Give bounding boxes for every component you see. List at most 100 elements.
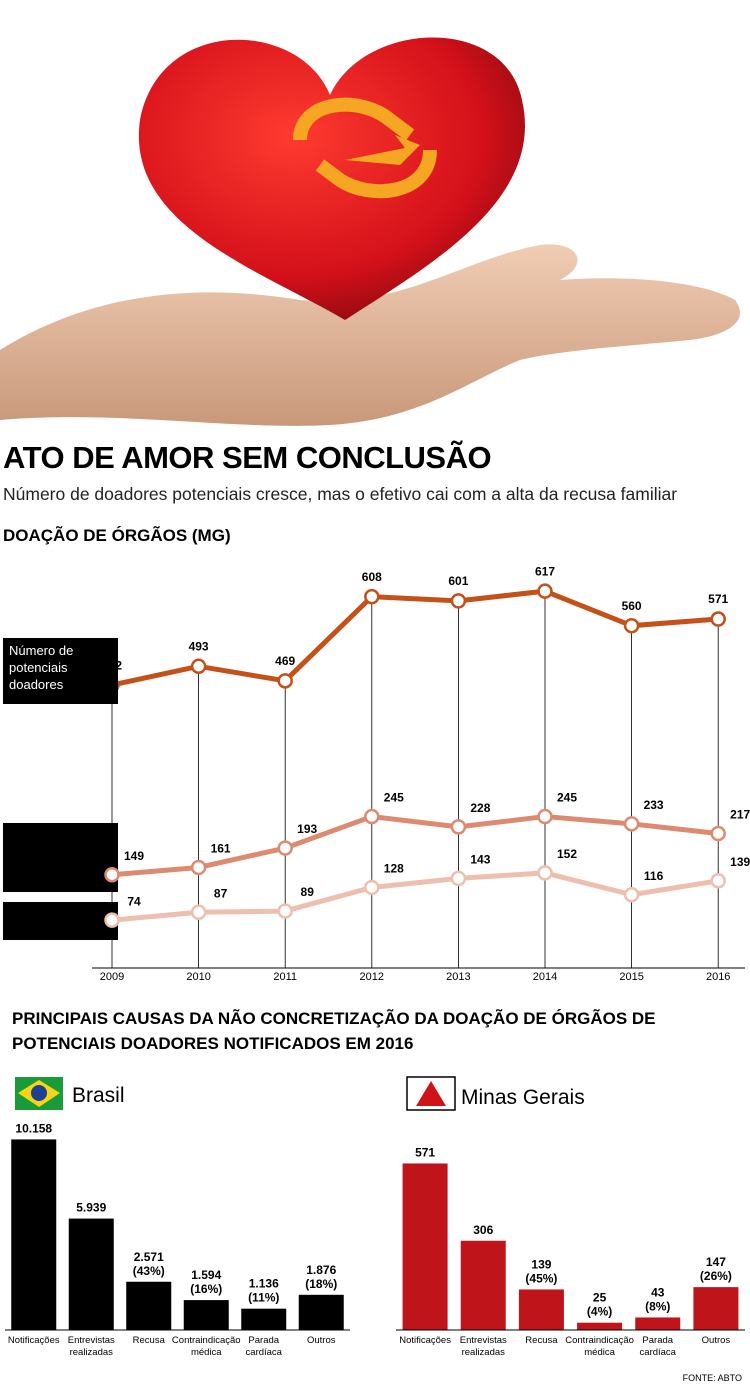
point xyxy=(277,903,293,919)
series-line xyxy=(111,870,719,923)
mg-flag xyxy=(406,1076,456,1111)
bar xyxy=(126,1281,172,1330)
chart-title: Minas Gerais xyxy=(461,1086,585,1109)
illustration xyxy=(0,37,740,426)
data-label: 571 xyxy=(708,592,728,606)
point xyxy=(710,825,726,842)
series-line xyxy=(111,588,719,688)
data-label: 1.594 (16%) xyxy=(190,1268,222,1296)
point xyxy=(623,617,640,634)
x-tick-label: 2016 xyxy=(706,971,730,983)
x-tick-label: Recusa xyxy=(133,1335,166,1346)
point xyxy=(623,886,640,903)
x-tick-label: Notificações xyxy=(399,1335,451,1346)
chart-title: DOAÇÃO DE ÓRGÃOS (MG) xyxy=(3,526,231,545)
data-label: 233 xyxy=(644,798,664,812)
x-tick-label: Contraindicação médica xyxy=(172,1335,241,1358)
data-label: 87 xyxy=(214,886,228,900)
data-label: 74 xyxy=(127,894,141,908)
bar xyxy=(11,1139,57,1330)
data-label: 617 xyxy=(535,564,555,578)
data-label: 149 xyxy=(124,849,144,863)
data-label: 1.876 (18%) xyxy=(305,1263,337,1291)
data-label: 306 xyxy=(473,1223,493,1237)
x-tick-label: Recusa xyxy=(525,1335,558,1346)
point xyxy=(537,865,553,881)
x-tick-label: Outros xyxy=(702,1335,731,1346)
legend-box xyxy=(3,823,118,940)
bar xyxy=(460,1240,506,1330)
point xyxy=(450,870,467,887)
x-tick-label: 2009 xyxy=(100,971,124,983)
data-label: 147 (26%) xyxy=(700,1255,732,1283)
data-label: 161 xyxy=(211,842,231,856)
x-tick-label: 2011 xyxy=(273,971,297,983)
point xyxy=(190,904,207,921)
bar xyxy=(518,1289,564,1330)
data-label: 43 (8%) xyxy=(645,1286,670,1314)
bar xyxy=(241,1308,287,1330)
data-label: 143 xyxy=(470,853,490,867)
source: FONTE: ABTO xyxy=(682,1373,742,1383)
data-label: 493 xyxy=(189,639,209,653)
title: ATO DE AMOR SEM CONCLUSÃO xyxy=(3,440,492,475)
point xyxy=(364,879,380,896)
x-tick-label: Contraindicação médica xyxy=(565,1335,634,1358)
x-tick-label: Entrevistas realizadas xyxy=(460,1335,507,1358)
data-label: 5.939 xyxy=(76,1201,106,1215)
x-tick-label: Parada cardíaca xyxy=(640,1335,677,1358)
data-label: 217 xyxy=(730,808,750,822)
point xyxy=(190,658,207,675)
x-tick-label: 2013 xyxy=(446,971,470,983)
data-label: 245 xyxy=(557,791,577,805)
point xyxy=(104,866,120,883)
data-label: 1.136 (11%) xyxy=(248,1277,279,1305)
point xyxy=(537,808,553,825)
point xyxy=(104,912,120,928)
x-tick-label: 2014 xyxy=(533,971,557,983)
data-label: 10.158 xyxy=(15,1122,52,1136)
data-label: 228 xyxy=(470,801,490,815)
point xyxy=(364,588,380,605)
data-label: 245 xyxy=(384,791,404,805)
bar xyxy=(183,1300,229,1330)
series-line xyxy=(111,814,719,878)
data-label: 608 xyxy=(362,570,382,584)
x-tick-label: Entrevistas realizadas xyxy=(68,1335,115,1358)
x-tick-label: 2015 xyxy=(619,971,643,983)
x-tick-label: 2010 xyxy=(186,971,210,983)
x-tick-label: 2012 xyxy=(360,971,384,983)
point xyxy=(190,859,207,876)
bar xyxy=(635,1317,681,1330)
data-label: 560 xyxy=(622,599,642,613)
point xyxy=(364,808,380,825)
point xyxy=(277,673,293,689)
chart-title: Brasil xyxy=(72,1084,125,1107)
x-tick-label: Notificações xyxy=(8,1335,60,1346)
brasil-flag xyxy=(15,1077,63,1110)
data-label: 601 xyxy=(448,574,468,588)
point xyxy=(710,611,726,627)
data-label: 89 xyxy=(301,885,315,899)
point xyxy=(537,583,553,599)
data-label: 2.571 (43%) xyxy=(133,1250,165,1278)
bar xyxy=(577,1322,623,1330)
data-label: 128 xyxy=(384,862,404,876)
data-label: 25 (4%) xyxy=(587,1291,612,1319)
legend-label: Número de potenciais doadores xyxy=(3,638,118,704)
bar xyxy=(402,1163,448,1330)
bar xyxy=(298,1294,344,1330)
data-label: 139 xyxy=(730,855,750,869)
data-label: 571 xyxy=(415,1146,435,1160)
section-title: PRINCIPAIS CAUSAS DA NÃO CONCRETIZAÇÃO D… xyxy=(12,1009,656,1053)
point xyxy=(450,819,467,835)
point xyxy=(710,873,726,889)
data-label: 116 xyxy=(644,869,664,883)
point xyxy=(623,816,640,832)
data-label: 469 xyxy=(275,654,295,668)
data-label: 139 (45%) xyxy=(525,1258,557,1286)
point xyxy=(277,840,293,856)
bar xyxy=(693,1287,739,1330)
